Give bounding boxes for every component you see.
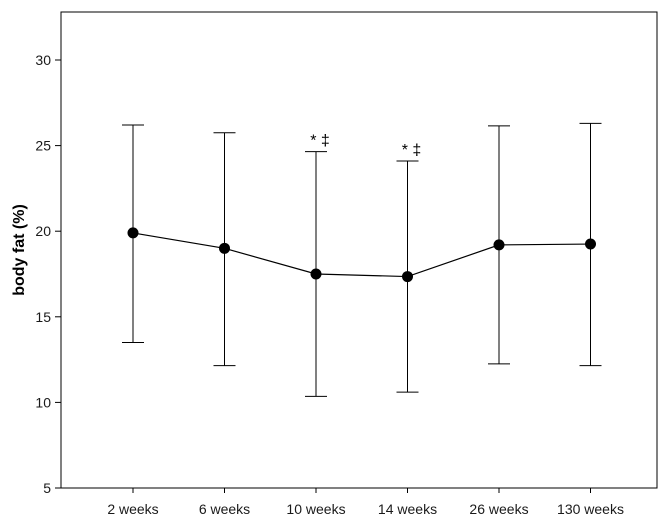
x-tick-label: 10 weeks xyxy=(286,501,345,517)
annotation-label: * ‡ xyxy=(402,142,422,159)
x-tick-label: 26 weeks xyxy=(469,501,528,517)
data-point xyxy=(310,268,322,280)
series-polyline xyxy=(132,232,591,278)
y-tick-label: 30 xyxy=(35,52,51,68)
data-point xyxy=(585,238,596,250)
y-tick-label: 20 xyxy=(35,223,51,239)
x-tick-label: 14 weeks xyxy=(378,501,437,517)
x-axis: 2 weeks 6 weeks 10 weeks 14 weeks 26 weeks 13… xyxy=(107,488,624,517)
data-points xyxy=(127,227,596,283)
annotation-label: * ‡ xyxy=(310,133,330,150)
series-line xyxy=(132,232,591,278)
y-axis-title: body fat (%) xyxy=(11,204,28,296)
y-axis: 5 10 15 20 25 30 xyxy=(35,52,61,496)
data-point xyxy=(219,242,230,254)
data-point xyxy=(127,227,139,239)
y-tick-label: 15 xyxy=(35,309,51,325)
x-tick-label: 6 weeks xyxy=(199,501,250,517)
y-tick-label: 25 xyxy=(35,138,51,154)
x-tick-label: 130 weeks xyxy=(557,501,624,517)
significance-annotations: * ‡ * ‡ xyxy=(310,133,421,159)
y-tick-label: 10 xyxy=(35,394,51,410)
error-bars xyxy=(122,122,602,397)
plot-frame xyxy=(60,11,658,489)
x-tick-label: 2 weeks xyxy=(107,501,158,517)
y-tick-label: 5 xyxy=(43,480,51,496)
data-point xyxy=(402,271,413,283)
data-point xyxy=(493,239,505,251)
